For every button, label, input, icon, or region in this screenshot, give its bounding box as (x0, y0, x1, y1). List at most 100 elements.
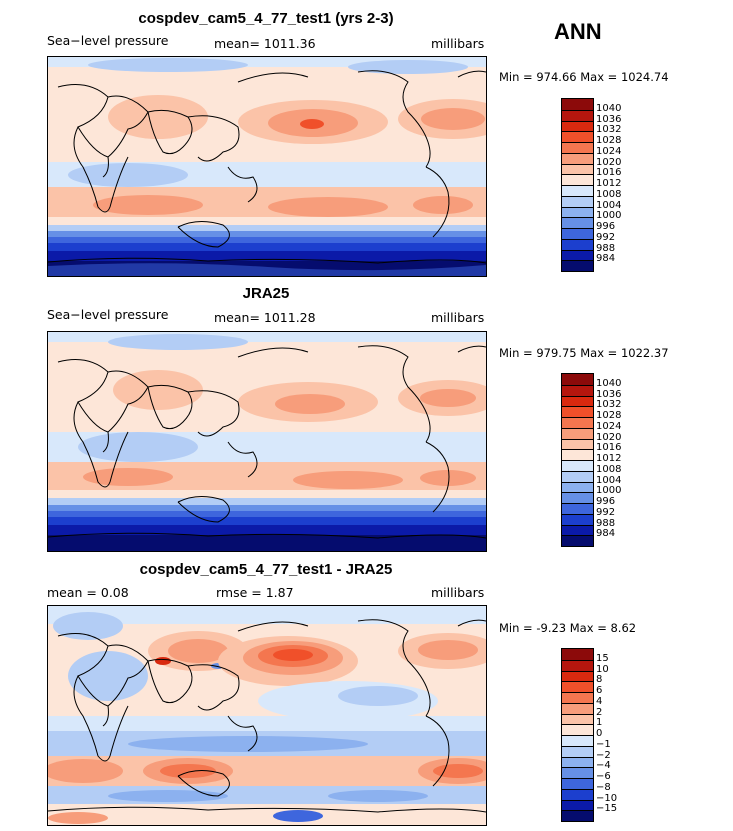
colorbar-tick-label: 984 (596, 253, 616, 265)
colorbar-tick-label: 1028 (596, 410, 622, 421)
panel1-minmax: Min = 974.66 Max = 1024.74 (499, 70, 669, 84)
panel1-map (47, 56, 487, 277)
panel2-units-label: millibars (431, 310, 485, 325)
colorbar-swatch (562, 767, 593, 778)
colorbar-tick-label: 1024 (596, 420, 622, 432)
colorbar-tick-label: 988 (596, 517, 616, 529)
colorbar-swatch (562, 238, 593, 250)
panel1-units-label: millibars (431, 36, 485, 51)
colorbar-swatch (562, 756, 593, 768)
colorbar-tick-label: 996 (596, 221, 616, 232)
colorbar-swatch (562, 513, 593, 525)
colorbar-swatch (562, 692, 593, 703)
colorbar-tick-label: −6 (596, 771, 611, 782)
colorbar-swatch (562, 788, 593, 800)
colorbar-swatch (562, 374, 593, 385)
colorbar-tick-label: 996 (596, 496, 616, 507)
colorbar-swatch (562, 670, 593, 682)
colorbar-swatch (562, 649, 593, 660)
colorbar-swatch (562, 735, 593, 746)
colorbar-tick-label: 1020 (596, 431, 622, 443)
colorbar-swatch (562, 163, 593, 175)
colorbar-swatch (562, 260, 593, 271)
panel3-rmse-label: rmse = 1.87 (216, 585, 294, 600)
colorbar-tick-label: 1016 (596, 442, 622, 454)
colorbar-tick-label: −1 (596, 738, 611, 750)
colorbar-tick-label: 1008 (596, 188, 622, 200)
panel1-title: cospdev_cam5_4_77_test1 (yrs 2-3) (138, 10, 394, 27)
colorbar-swatch (562, 492, 593, 503)
colorbar-tick-label: 0 (596, 728, 603, 739)
colorbar-swatch (562, 195, 593, 207)
colorbar-tick-label: −15 (596, 803, 618, 815)
colorbar-swatch (562, 249, 593, 261)
colorbar-tick-label: 992 (596, 231, 616, 243)
colorbar-swatch (562, 778, 593, 789)
panel3-mean-label: mean = 0.08 (47, 585, 129, 600)
colorbar-swatch (562, 217, 593, 228)
colorbar-tick-label: −2 (596, 749, 611, 761)
colorbar-tick-label: 15 (596, 652, 609, 664)
colorbar-swatch (562, 185, 593, 196)
colorbar-tick-label: 992 (596, 506, 616, 518)
colorbar-swatch (562, 799, 593, 811)
colorbar-swatch (562, 470, 593, 482)
colorbar-swatch (562, 395, 593, 407)
colorbar-tick-label: 1000 (596, 210, 622, 222)
colorbar-tick-label: −10 (596, 792, 618, 804)
colorbar-tick-label: 1036 (596, 388, 622, 400)
panel2-colorbar (561, 373, 594, 547)
colorbar-tick-label: 1040 (596, 377, 622, 389)
colorbar-tick-label: 8 (596, 674, 603, 686)
colorbar-swatch (562, 524, 593, 536)
colorbar-swatch (562, 427, 593, 439)
colorbar-swatch (562, 417, 593, 428)
colorbar-tick-label: 4 (596, 695, 603, 707)
colorbar-swatch (562, 438, 593, 450)
colorbar-swatch (562, 109, 593, 121)
panel2-minmax: Min = 979.75 Max = 1022.37 (499, 346, 669, 360)
panel3-colorbar (561, 648, 594, 822)
panel1-mean-label: mean= 1011.36 (214, 36, 316, 51)
colorbar-tick-label: 6 (596, 685, 603, 696)
colorbar-tick-label: 1040 (596, 102, 622, 114)
panel2-mean-label: mean= 1011.28 (214, 310, 316, 325)
colorbar-tick-label: −4 (596, 760, 611, 772)
colorbar-swatch (562, 681, 593, 692)
colorbar-tick-label: 1028 (596, 135, 622, 146)
colorbar-swatch (562, 99, 593, 110)
colorbar-swatch (562, 206, 593, 218)
panel2-title: JRA25 (242, 285, 290, 302)
colorbar-swatch (562, 724, 593, 735)
colorbar-tick-label: 1012 (596, 178, 622, 189)
colorbar-swatch (562, 503, 593, 514)
colorbar-swatch (562, 713, 593, 725)
colorbar-tick-label: 1004 (596, 474, 622, 486)
colorbar-tick-label: 1 (596, 717, 603, 729)
colorbar-tick-label: 10 (596, 663, 609, 675)
colorbar-tick-label: 1036 (596, 113, 622, 125)
colorbar-swatch (562, 152, 593, 164)
colorbar-tick-label: −8 (596, 781, 611, 793)
panel2-map (47, 331, 487, 552)
colorbar-swatch (562, 174, 593, 185)
colorbar-swatch (562, 120, 593, 132)
colorbar-tick-label: 1000 (596, 485, 622, 497)
colorbar-swatch (562, 659, 593, 671)
colorbar-tick-label: 1004 (596, 199, 622, 211)
panel3-minmax: Min = -9.23 Max = 8.62 (499, 621, 637, 635)
colorbar-tick-label: 1024 (596, 145, 622, 157)
colorbar-tick-label: 1016 (596, 167, 622, 179)
colorbar-tick-label: 1032 (596, 124, 622, 136)
panel3-units-label: millibars (431, 585, 485, 600)
panel3-title: cospdev_cam5_4_77_test1 - JRA25 (139, 561, 393, 578)
colorbar-tick-label: 1032 (596, 399, 622, 411)
colorbar-tick-label: 1008 (596, 463, 622, 475)
panel3-map (47, 605, 487, 826)
colorbar-swatch (562, 481, 593, 493)
colorbar-swatch (562, 810, 593, 821)
colorbar-swatch (562, 228, 593, 239)
colorbar-tick-label: 1012 (596, 453, 622, 464)
colorbar-swatch (562, 406, 593, 417)
panel2-variable-label: Sea−level pressure (47, 307, 169, 322)
